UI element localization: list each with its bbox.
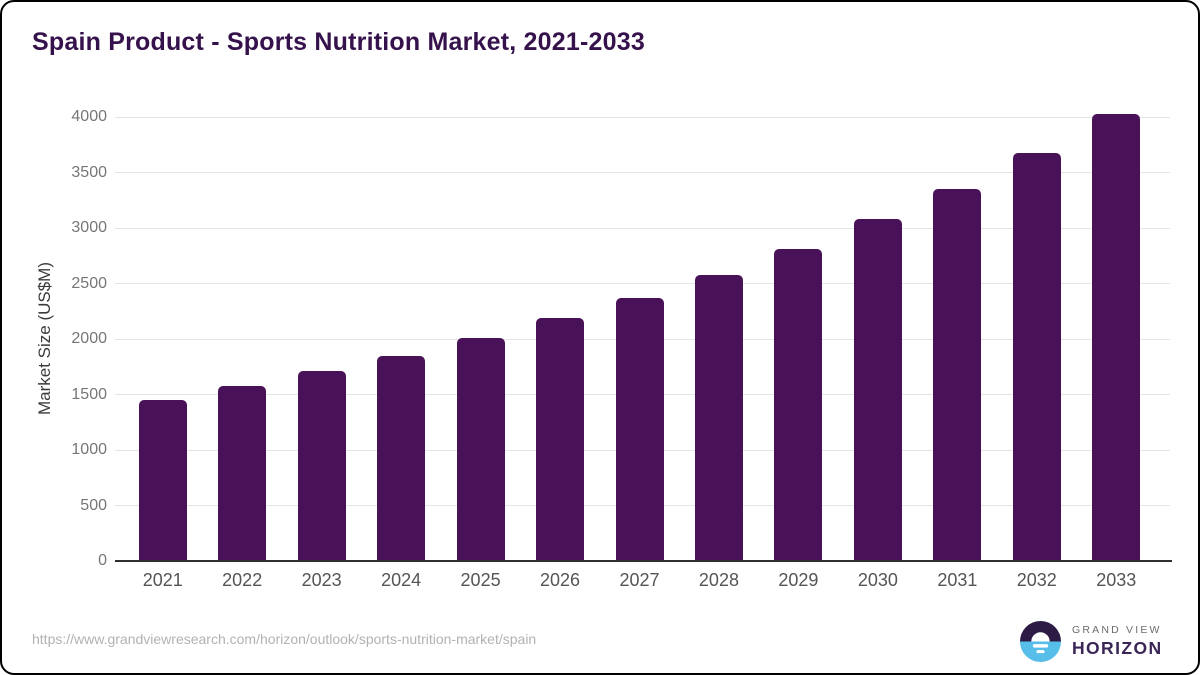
gridline xyxy=(115,283,1170,284)
logo-text-horizon: HORIZON xyxy=(1072,638,1163,658)
x-tick-label: 2032 xyxy=(1016,570,1057,590)
x-tick-label: 2031 xyxy=(937,570,978,590)
gvr-logo-text: GRAND VIEW HORIZON xyxy=(1072,624,1163,659)
y-tick-label: 1500 xyxy=(71,385,107,403)
bar-2033 xyxy=(1092,113,1141,561)
y-tick-label: 0 xyxy=(98,552,107,569)
bar-2025 xyxy=(456,337,505,561)
bar-2021 xyxy=(138,400,187,561)
x-tick-label: 2030 xyxy=(857,570,898,590)
y-tick-label: 1000 xyxy=(71,441,107,458)
gridline xyxy=(115,116,1170,118)
y-tick-label: 2000 xyxy=(71,330,107,347)
bar-2027 xyxy=(615,298,664,561)
x-tick-label: 2021 xyxy=(142,570,183,590)
bar-2028 xyxy=(694,274,743,561)
x-tick-label: 2033 xyxy=(1096,570,1137,590)
logo-text-grand-view: GRAND VIEW xyxy=(1072,624,1162,636)
y-tick-label: 4000 xyxy=(71,108,107,125)
gvr-logo-icon xyxy=(1020,621,1061,662)
y-tick-label: 3000 xyxy=(71,219,107,236)
bar-2023 xyxy=(297,371,346,561)
source-url: https://www.grandviewresearch.com/horizo… xyxy=(32,631,537,647)
x-tick-label: 2023 xyxy=(301,570,342,590)
x-tick-label: 2025 xyxy=(460,570,501,590)
x-tick-label: 2022 xyxy=(222,570,263,590)
chart-title: Spain Product - Sports Nutrition Market,… xyxy=(32,28,645,56)
y-tick-label: 3500 xyxy=(71,163,107,181)
x-tick-label: 2027 xyxy=(619,570,660,590)
bar-2032 xyxy=(1012,152,1061,561)
gridline xyxy=(115,227,1170,229)
x-tick-label: 2029 xyxy=(778,570,819,590)
bar-2030 xyxy=(853,219,902,561)
x-axis-line xyxy=(115,560,1172,562)
y-tick-label: 2500 xyxy=(71,274,107,292)
bar-2031 xyxy=(933,189,982,561)
bar-2029 xyxy=(774,248,823,561)
gridline xyxy=(115,172,1170,173)
y-tick-label: 500 xyxy=(80,496,107,514)
x-tick-label: 2024 xyxy=(381,570,422,590)
bar-2022 xyxy=(218,385,267,561)
x-tick-label: 2026 xyxy=(540,570,581,590)
gvr-logo: GRAND VIEW HORIZON xyxy=(1020,621,1163,662)
x-tick-label: 2028 xyxy=(698,570,739,590)
bar-2024 xyxy=(377,355,426,561)
bar-2026 xyxy=(536,318,585,561)
